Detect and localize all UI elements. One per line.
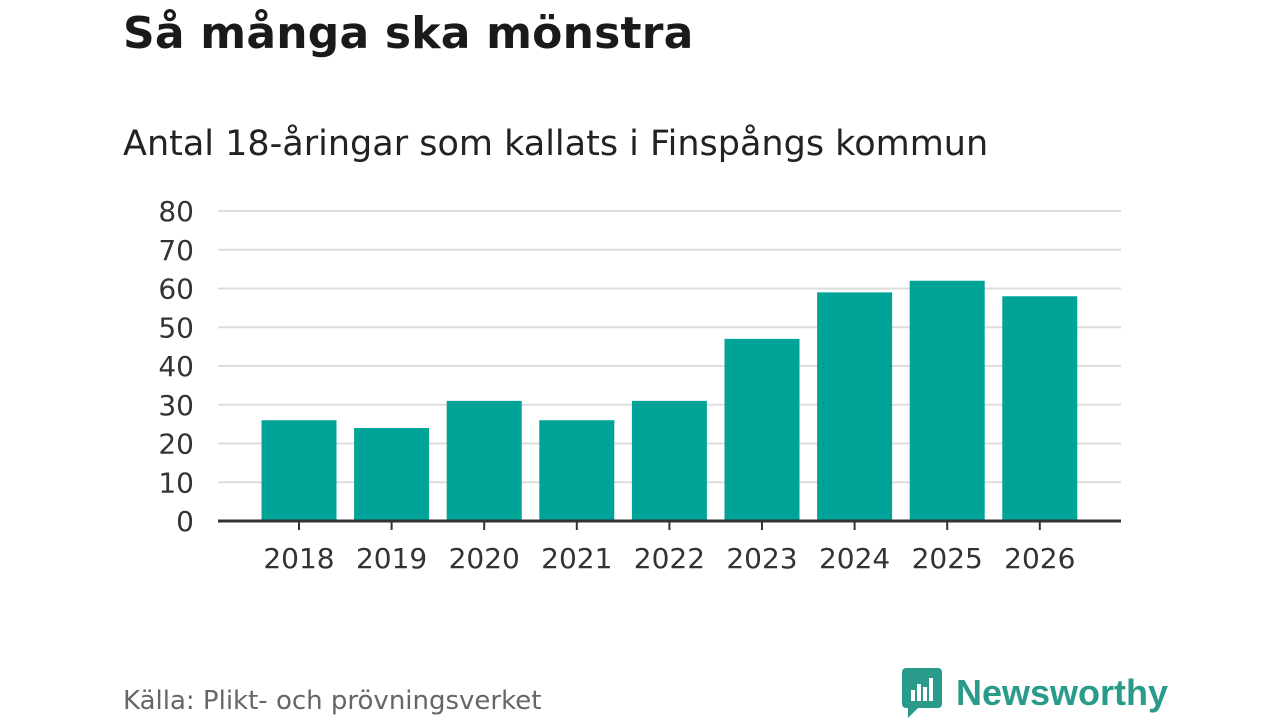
chart-subtitle: Antal 18-åringar som kallats i Finspångs… (123, 124, 989, 164)
x-tick-label-2020: 2020 (449, 542, 520, 575)
bar-2021 (539, 420, 615, 521)
x-tick-label-2025: 2025 (912, 542, 983, 575)
bar-2018 (261, 420, 337, 521)
y-axis-ticks: 0 10 20 30 40 50 60 70 80 (158, 195, 194, 538)
chart-title: Så många ska mönstra (123, 8, 694, 59)
bar-2026 (1002, 296, 1078, 521)
brand-logo[interactable]: Newsworthy (902, 668, 1168, 718)
bar-2022 (631, 400, 707, 521)
y-tick-label-10: 10 (158, 466, 194, 499)
x-tick-label-2023: 2023 (726, 542, 797, 575)
x-tick-label-2019: 2019 (356, 542, 427, 575)
x-tick-label-2022: 2022 (634, 542, 705, 575)
x-tick-label-2018: 2018 (263, 542, 334, 575)
bar-2025 (909, 280, 985, 521)
bar-2024 (817, 292, 893, 521)
y-tick-label-60: 60 (158, 273, 194, 306)
x-tick-label-2024: 2024 (819, 542, 890, 575)
brand-name: Newsworthy (956, 672, 1169, 713)
source-note: Källa: Plikt- och prövningsverket (123, 686, 542, 716)
x-axis: 2018 2019 2020 2021 2022 2023 2024 2025 2026 (218, 519, 1121, 575)
bar-2023 (724, 338, 800, 521)
bar-2020 (446, 400, 522, 521)
x-tick-label-2026: 2026 (1004, 542, 1075, 575)
y-tick-label-70: 70 (158, 234, 194, 267)
y-tick-label-20: 20 (158, 428, 194, 461)
bars (261, 280, 1078, 521)
y-tick-label-30: 30 (158, 389, 194, 422)
y-tick-label-0: 0 (176, 505, 194, 538)
newsworthy-logo-icon (902, 668, 942, 718)
y-tick-label-50: 50 (158, 311, 194, 344)
x-tick-label-2021: 2021 (541, 542, 612, 575)
bar-2019 (354, 428, 430, 521)
y-tick-label-80: 80 (158, 195, 194, 228)
y-tick-label-40: 40 (158, 350, 194, 383)
